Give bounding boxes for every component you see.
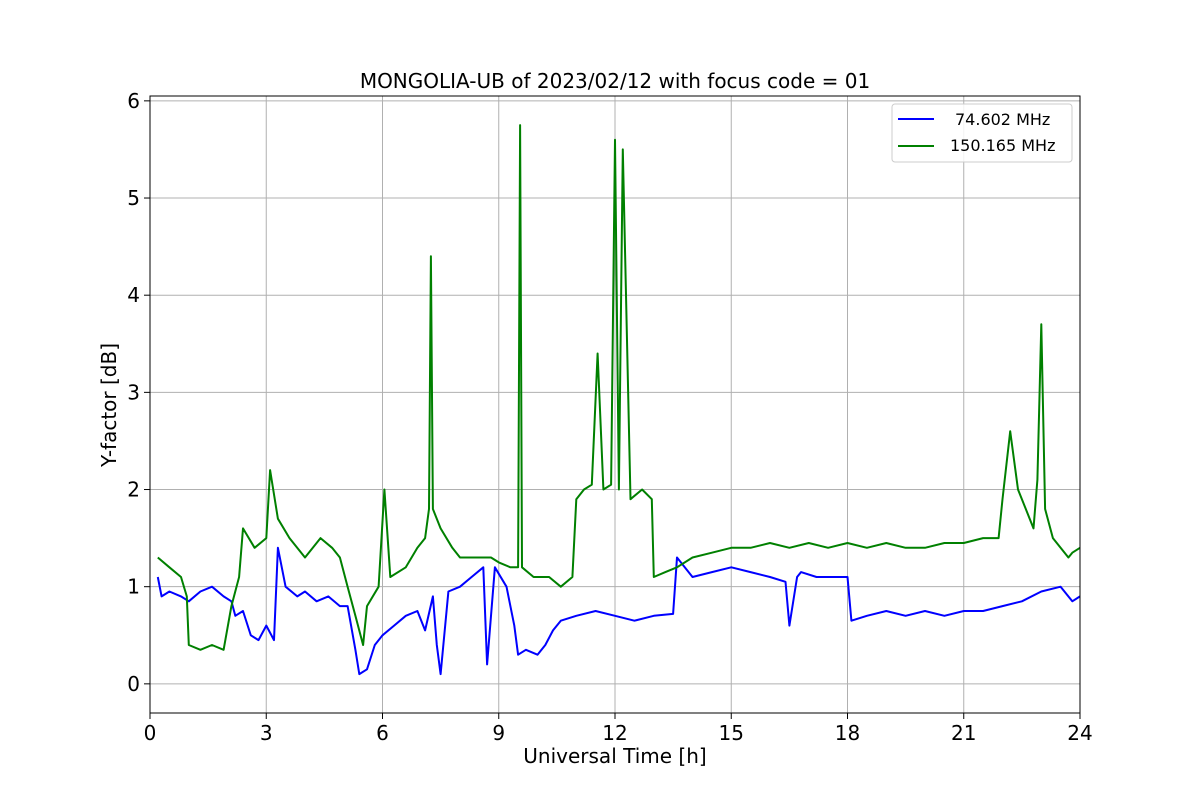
legend-label-series-2: 150.165 MHz <box>950 136 1055 155</box>
y-tick-label: 2 <box>127 478 140 502</box>
x-tick-label: 9 <box>492 721 505 745</box>
x-tick-label: 12 <box>602 721 627 745</box>
x-tick-label: 15 <box>719 721 744 745</box>
x-axis-label: Universal Time [h] <box>523 744 706 768</box>
y-tick-label: 6 <box>127 89 140 113</box>
x-tick-label: 18 <box>835 721 860 745</box>
chart-title: MONGOLIA-UB of 2023/02/12 with focus cod… <box>360 69 870 93</box>
x-tick-label: 21 <box>951 721 976 745</box>
x-tick-label: 6 <box>376 721 389 745</box>
y-tick-label: 3 <box>127 380 140 404</box>
legend-box <box>891 103 1073 163</box>
x-tick-label: 24 <box>1067 721 1092 745</box>
y-tick-label: 4 <box>127 283 140 307</box>
legend-label-series-1: 74.602 MHz <box>955 110 1050 129</box>
y-tick-label: 5 <box>127 186 140 210</box>
x-tick-label: 3 <box>260 721 273 745</box>
series-line-2 <box>157 124 1081 651</box>
series-line-1 <box>156 546 1081 676</box>
y-tick-label: 0 <box>127 672 140 696</box>
series-layer <box>156 124 1081 676</box>
y-axis-label: Y-factor [dB] <box>97 343 121 468</box>
y-tick-label: 1 <box>127 575 140 599</box>
legend: 74.602 MHz 150.165 MHz <box>891 103 1073 163</box>
x-tick-label: 0 <box>144 721 157 745</box>
